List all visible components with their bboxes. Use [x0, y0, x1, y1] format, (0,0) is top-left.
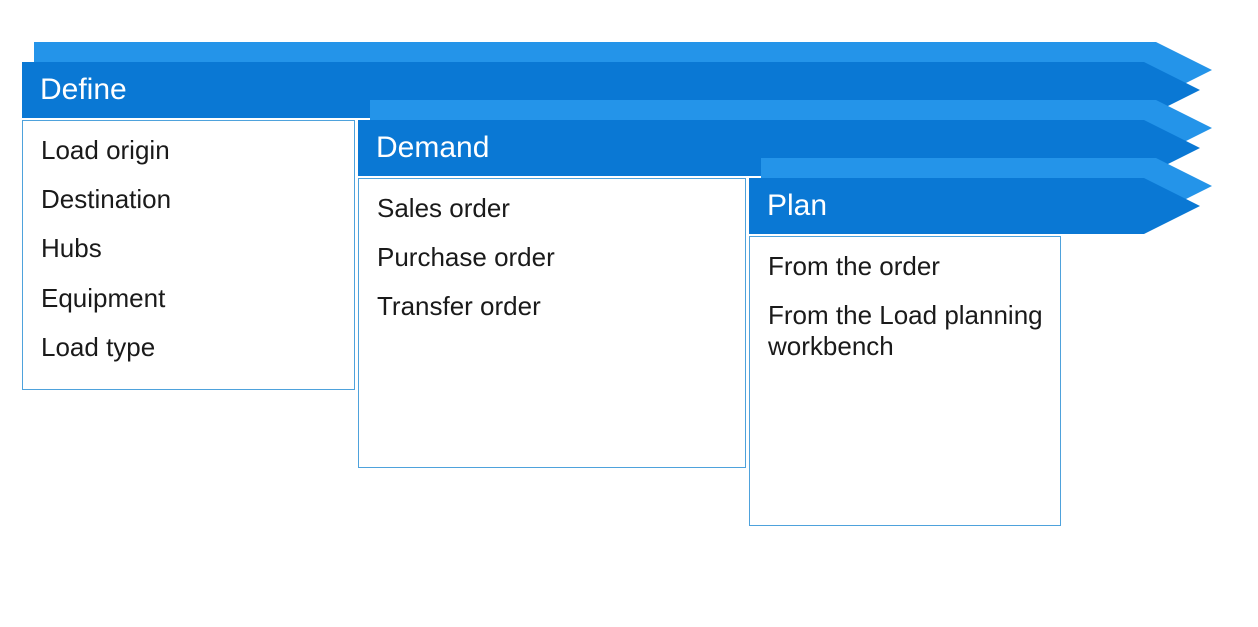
- demand-box: Sales order Purchase order Transfer orde…: [358, 178, 746, 468]
- plan-arrow-head-icon: [1144, 178, 1200, 234]
- define-title: Define: [40, 62, 127, 118]
- define-item: Destination: [41, 184, 342, 215]
- define-item: Equipment: [41, 283, 342, 314]
- demand-item: Sales order: [377, 193, 733, 224]
- define-box: Load origin Destination Hubs Equipment L…: [22, 120, 355, 390]
- define-item: Hubs: [41, 233, 342, 264]
- demand-item: Transfer order: [377, 291, 733, 322]
- plan-box: From the order From the Load planning wo…: [749, 236, 1061, 526]
- demand-title: Demand: [376, 120, 489, 176]
- define-item: Load type: [41, 332, 342, 363]
- diagram-stage: Load origin Destination Hubs Equipment L…: [0, 0, 1258, 627]
- demand-item: Purchase order: [377, 242, 733, 273]
- plan-title: Plan: [767, 178, 827, 234]
- plan-item: From the Load planning workbench: [768, 300, 1048, 362]
- define-item: Load origin: [41, 135, 342, 166]
- plan-item: From the order: [768, 251, 1048, 282]
